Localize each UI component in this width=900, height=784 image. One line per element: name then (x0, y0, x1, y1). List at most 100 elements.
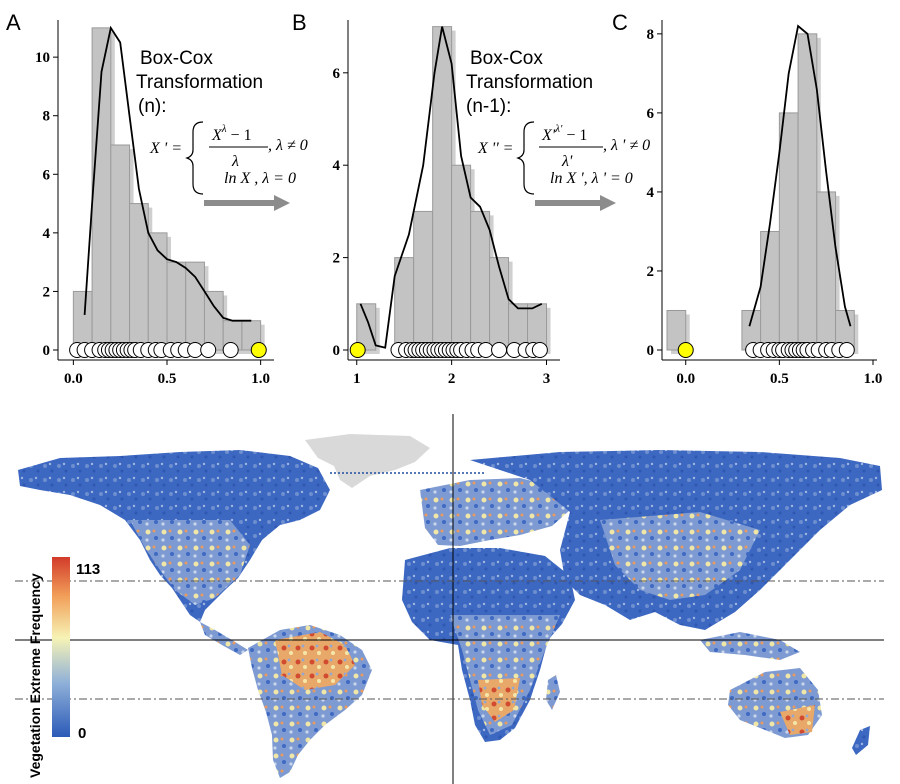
x-tick-label: 3 (543, 371, 551, 387)
eq2-condition: , λ ' ≠ 0 (603, 137, 650, 154)
histogram-bar (432, 26, 453, 351)
y-tick-label: 4 (647, 185, 655, 201)
y-tick-label: 6 (333, 66, 341, 82)
histogram-bar (129, 203, 149, 351)
eq1-brace (185, 121, 204, 195)
histogram-bar (778, 112, 799, 351)
y-tick-label: 8 (647, 27, 655, 43)
box-cox-title-line2: Transformation (466, 72, 593, 93)
box-cox-label-1: Box-Cox Transformation (n): (136, 48, 263, 117)
eq2-brace (516, 121, 535, 195)
x-tick-label: 0.5 (770, 371, 789, 387)
y-tick-label: 0 (43, 343, 51, 359)
x-tick-label: 1.0 (251, 371, 270, 387)
east-asia-region (600, 512, 760, 600)
histogram-bar (451, 164, 472, 351)
europe (420, 478, 570, 546)
southeast-asia-islands (700, 632, 800, 660)
box-cox-title-line1: Box-Cox (140, 48, 213, 69)
histogram-bar (166, 261, 187, 351)
y-tick-label: 6 (647, 106, 655, 122)
eq1-numerator: Xλ − 1 (211, 123, 252, 144)
x-tick-label: 0.0 (676, 371, 695, 387)
rug-point (491, 342, 508, 358)
eq1-denominator: λ (231, 153, 239, 170)
eq2-denominator: λ' (561, 153, 573, 170)
x-tick-label: 0.5 (158, 371, 177, 387)
histogram-bar (203, 290, 224, 351)
y-tick-label: 4 (43, 226, 51, 242)
colorbar-max-label: 113 (76, 561, 100, 578)
histogram-bars-b (356, 26, 551, 354)
histogram-bar (470, 210, 491, 351)
y-tick-label: 2 (43, 284, 51, 300)
histogram-bar (413, 210, 434, 351)
colorbar-gradient (52, 557, 70, 737)
eq2-log-case: ln X ', λ ' = 0 (550, 170, 633, 187)
colorbar-title: Vegetation Extreme Frequency (27, 573, 43, 778)
x-tick-label: 1 (353, 371, 361, 387)
y-tick-label: 10 (35, 50, 50, 66)
world-map: 113 0 Vegetation Extreme Frequency (15, 414, 884, 784)
histogram-bar (110, 144, 131, 351)
histogram-bar (797, 33, 818, 351)
amazon-hotspot (275, 632, 355, 690)
eq1-condition: , λ ≠ 0 (268, 137, 308, 154)
eq1-log-case: ln X , λ = 0 (224, 170, 296, 187)
australia-hotspot (780, 705, 815, 735)
histogram-bars-a (72, 27, 265, 354)
south-africa-hotspot (478, 678, 520, 722)
new-zealand (852, 726, 870, 755)
arrow-2 (535, 195, 616, 211)
y-tick-label: 0 (333, 343, 341, 359)
box-cox-label-2: Box-Cox Transformation (n-1): (466, 48, 593, 117)
colorbar: 113 0 Vegetation Extreme Frequency (27, 557, 100, 778)
box-cox-equation-1: X ' = Xλ − 1 λ , λ ≠ 0 ln X , λ = 0 (149, 121, 308, 195)
highlighted-point (250, 342, 267, 358)
histogram-bar (666, 309, 687, 351)
histogram-panel-a: A 0 2 4 6 8 10 0.0 0.5 1.0 Box-Cox Transformatio… (6, 10, 308, 387)
x-tick-label: 0.0 (64, 371, 83, 387)
x-tick-label: 1.0 (864, 371, 883, 387)
y-tick-label: 8 (43, 109, 51, 125)
rug-points-b (349, 342, 548, 358)
box-cox-title-line1: Box-Cox (470, 48, 543, 69)
madagascar (546, 675, 560, 710)
arrow-1 (204, 195, 290, 211)
highlighted-point (349, 342, 366, 358)
eq1-lhs: X ' = (149, 140, 182, 157)
histogram-bar (489, 257, 510, 351)
eq2-lhs: X '' = (477, 140, 513, 157)
axes-c: 0 2 4 6 8 0.0 0.5 1.0 (647, 20, 883, 387)
rug-point (200, 342, 217, 358)
histogram-bar (760, 230, 780, 351)
sub-saharan-africa (450, 615, 560, 735)
x-tick-label: 2 (448, 371, 456, 387)
histogram-panel-c: C 0 2 4 6 8 0.0 0.5 1.0 (612, 10, 882, 387)
colorbar-min-label: 0 (78, 725, 86, 742)
central-america (200, 622, 248, 655)
box-cox-title-line2: Transformation (136, 72, 263, 93)
axes-a: 0 2 4 6 8 10 0.0 0.5 1.0 (35, 20, 274, 387)
box-cox-title-line3: (n-1): (466, 96, 511, 117)
y-tick-label: 2 (333, 251, 341, 267)
panel-label-c: C (612, 10, 628, 35)
rug-point (838, 342, 855, 358)
histogram-bar (816, 191, 837, 351)
highlighted-point (677, 342, 694, 358)
greenland (305, 434, 430, 488)
histogram-bar (356, 303, 377, 351)
y-tick-label: 0 (647, 343, 655, 359)
usa-region (130, 520, 250, 605)
histogram-bar (72, 290, 93, 351)
density-curve-c (748, 24, 852, 327)
eq2-numerator: X'λ' − 1 (541, 123, 587, 144)
rug-point (531, 342, 548, 358)
panel-label-a: A (6, 10, 21, 35)
histogram-bar (185, 261, 205, 351)
histogram-bar (394, 257, 415, 351)
density-curve-b (359, 26, 543, 349)
box-cox-equation-2: X '' = X'λ' − 1 λ' , λ ' ≠ 0 ln X ', λ '… (477, 121, 650, 195)
density-curve-a (83, 25, 252, 322)
